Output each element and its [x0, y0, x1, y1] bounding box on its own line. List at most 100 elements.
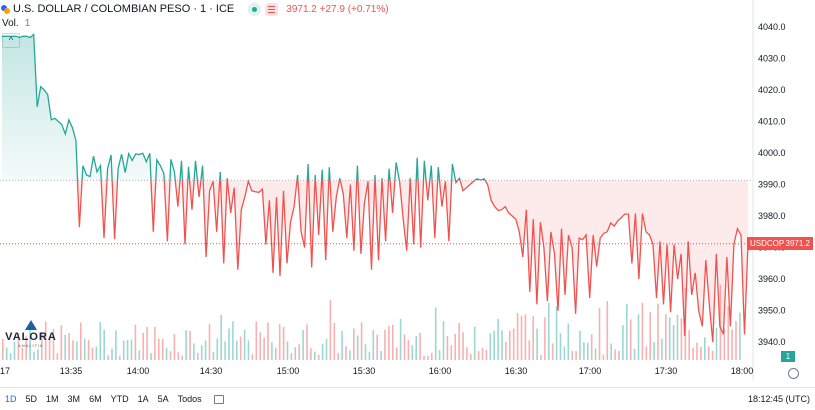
x-tick-label: 17:30	[655, 366, 678, 376]
volume-bar	[505, 341, 507, 360]
timeframe-1m[interactable]: 1M	[46, 394, 59, 404]
symbol-title[interactable]: U.S. DOLLAR / COLOMBIAN PESO · 1 · ICE	[13, 3, 235, 15]
volume-bar	[306, 324, 308, 360]
volume-bar	[680, 318, 683, 360]
volume-bar	[247, 340, 250, 360]
volume-legend[interactable]: Vol. 1	[2, 18, 30, 29]
volume-bar	[555, 306, 558, 360]
volume-bar	[407, 339, 410, 360]
volume-bar	[282, 326, 285, 360]
volume-bar	[290, 353, 293, 360]
volume-bar	[622, 324, 624, 360]
volume-bar	[696, 342, 698, 360]
volume-bar	[150, 353, 152, 360]
timeframe-1a[interactable]: 1A	[137, 394, 149, 404]
volume-bar	[735, 320, 737, 360]
timeframe-6m[interactable]: 6M	[89, 394, 102, 404]
volume-bar	[672, 325, 675, 360]
volume-badge: 1	[781, 351, 795, 362]
volume-bar	[25, 336, 27, 360]
volume-bar	[158, 338, 160, 360]
price-chart[interactable]: 3940.03950.03960.03970.03980.03990.04000…	[0, 0, 815, 387]
volume-bar	[333, 322, 336, 360]
volume-bar	[501, 330, 503, 360]
volume-bar	[48, 336, 51, 360]
volume-bar	[126, 340, 129, 360]
volume-bar	[165, 347, 168, 360]
volume-bar	[532, 316, 534, 360]
volume-bar	[189, 330, 191, 360]
volume-bar	[548, 302, 550, 360]
volume-bar	[72, 340, 74, 360]
volume-bar	[376, 334, 378, 360]
volume-bar	[83, 338, 86, 360]
timeframe-5d[interactable]: 5D	[25, 394, 38, 404]
logo-mark-icon	[25, 320, 37, 330]
volume-bar	[52, 328, 55, 360]
volume-bar	[267, 322, 269, 360]
x-tick-label: 15:00	[277, 366, 300, 376]
volume-bar	[103, 329, 105, 360]
y-tick-label: 4030.0	[758, 53, 786, 63]
volume-bar	[329, 299, 332, 360]
volume-bar	[462, 332, 464, 360]
volume-bar	[87, 340, 90, 360]
volume-bar	[563, 346, 566, 360]
volume-bar	[56, 353, 59, 360]
price-line-up	[2, 33, 486, 181]
volume-bar	[431, 352, 433, 360]
volume-bar	[380, 351, 382, 360]
calendar-icon[interactable]	[213, 394, 224, 404]
clock-readout[interactable]: 18:12:45 (UTC)	[747, 394, 810, 404]
hamburger-icon[interactable]	[265, 2, 279, 16]
volume-bar	[255, 321, 258, 360]
chart-header: U.S. DOLLAR / COLOMBIAN PESO · 1 · ICE 3…	[0, 0, 760, 18]
volume-bar	[438, 350, 441, 360]
volume-bar	[169, 351, 172, 360]
volume-bar	[138, 350, 141, 360]
volume-bar	[731, 329, 733, 360]
volume-bar	[119, 355, 121, 360]
timeframe-buttons: 1D 5D 1M 3M 6M YTD 1A 5A Todos	[5, 394, 202, 404]
volume-bar	[193, 343, 195, 360]
volume-bar	[454, 333, 456, 360]
timeframe-1d[interactable]: 1D	[5, 394, 17, 404]
volume-bar	[719, 284, 722, 360]
eye-icon[interactable]	[248, 2, 262, 16]
volume-bar	[76, 341, 78, 360]
currency-pair-icon[interactable]	[1, 4, 10, 14]
volume-bar	[657, 303, 659, 360]
volume-bar	[243, 329, 246, 360]
volume-bar	[618, 350, 620, 360]
volume-bar	[317, 354, 320, 360]
volume-bar	[60, 325, 63, 360]
volume-bar	[528, 340, 531, 360]
volume-bar	[739, 312, 741, 360]
timeframe-3m[interactable]: 3M	[67, 394, 81, 404]
volume-bar	[259, 332, 261, 360]
volume-bar	[95, 346, 98, 360]
volume-bar	[626, 303, 628, 360]
timeframe-ytd[interactable]: YTD	[110, 394, 129, 404]
volume-bar	[294, 347, 297, 360]
y-tick-label: 4000.0	[758, 148, 786, 158]
volume-bar	[177, 352, 180, 360]
volume-bar	[251, 354, 254, 360]
volume-bar	[341, 330, 343, 360]
volume-bar	[321, 343, 324, 360]
timeframe-5a[interactable]: 5A	[157, 394, 169, 404]
volume-bar	[485, 349, 488, 360]
volume-bar	[220, 314, 222, 360]
timeframe-todos[interactable]: Todos	[177, 394, 202, 404]
volume-bar	[509, 330, 511, 360]
volume-bar	[423, 355, 425, 360]
volume-bar	[161, 338, 164, 360]
volume-bar	[497, 319, 499, 360]
volume-bar	[17, 332, 20, 360]
price-tag-value: 3971.2	[785, 239, 810, 248]
reset-scale-icon[interactable]	[788, 368, 799, 379]
volume-bar	[13, 341, 16, 360]
volume-bar	[536, 328, 538, 360]
volume-bar	[704, 337, 706, 360]
volume-bar	[395, 347, 398, 360]
